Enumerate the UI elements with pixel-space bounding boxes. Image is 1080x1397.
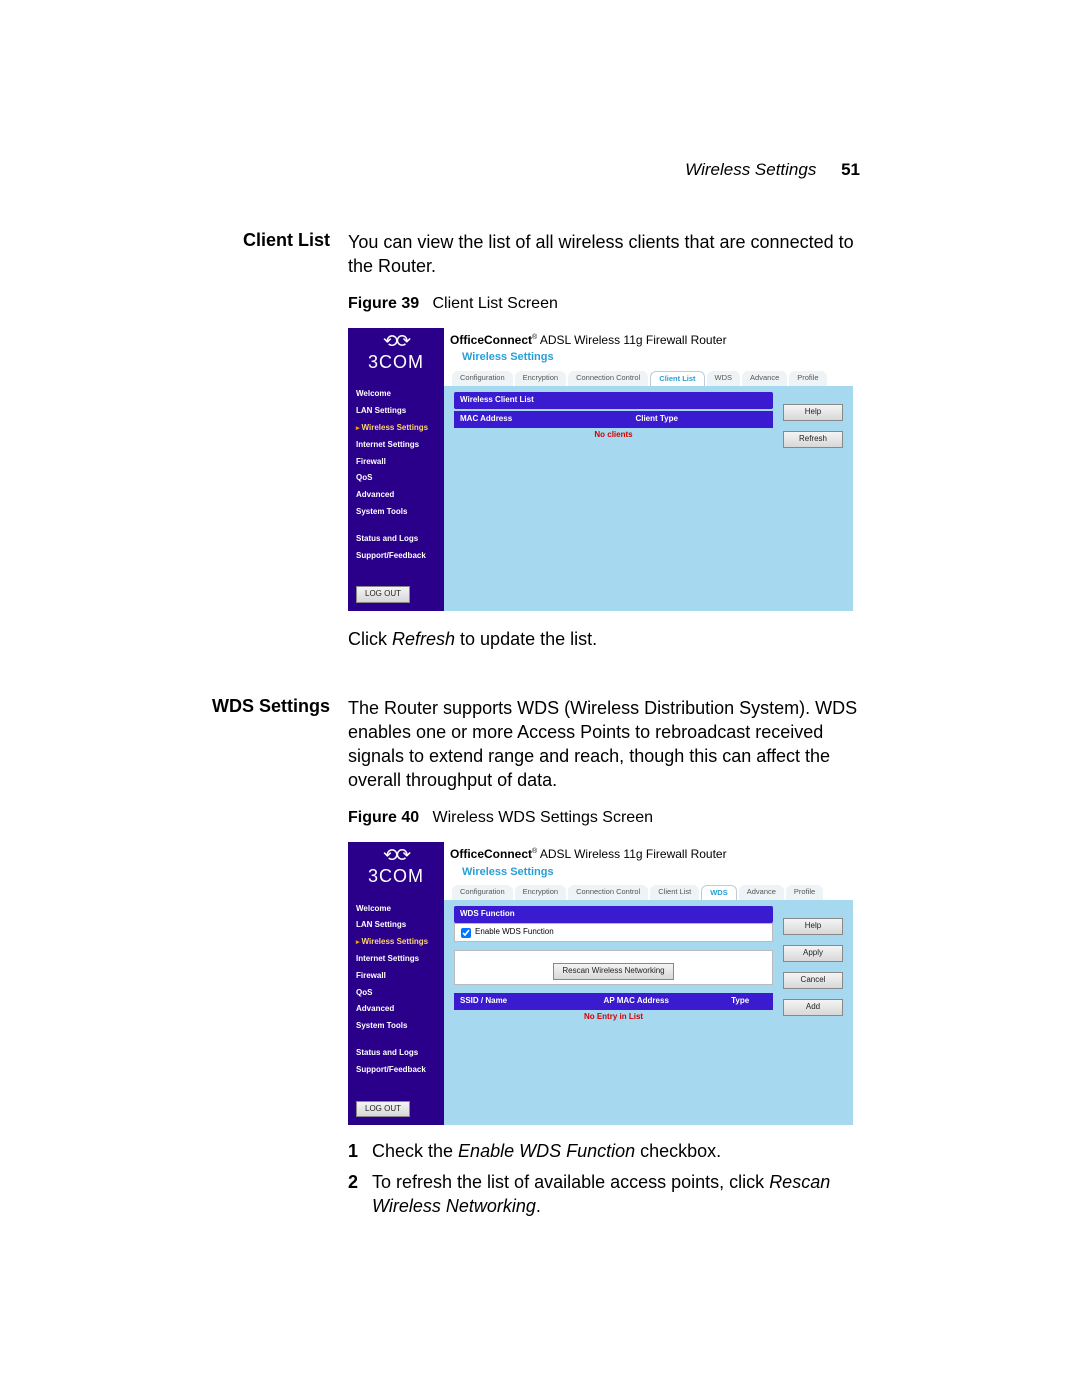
sidebar-item-advanced[interactable]: Advanced: [354, 487, 444, 504]
wds-function-header: WDS Function: [454, 906, 773, 923]
wds-table: SSID / Name AP MAC Address Type: [454, 993, 773, 1010]
running-head: Wireless Settings 51: [685, 160, 860, 180]
sidebar-item-status[interactable]: Status and Logs: [354, 1045, 444, 1062]
sidebar-item-lan[interactable]: LAN Settings: [354, 403, 444, 420]
sidebar-item-lan[interactable]: LAN Settings: [354, 917, 444, 934]
logo-area: ⟲⟳ 3COM: [348, 328, 444, 380]
tab-encryption[interactable]: Encryption: [515, 885, 566, 900]
rescan-button[interactable]: Rescan Wireless Networking: [553, 963, 673, 980]
click-refresh-note: Click Refresh to update the list.: [348, 627, 880, 651]
product-name: OfficeConnect: [450, 333, 532, 347]
sidebar-item-welcome[interactable]: Welcome: [354, 386, 444, 403]
enable-wds-row: Enable WDS Function: [454, 923, 773, 942]
client-list-screenshot: ⟲⟳ 3COM Welcome LAN Settings Wireless Se…: [348, 328, 853, 611]
sidebar-item-qos[interactable]: QoS: [354, 470, 444, 487]
tab-row: Configuration Encryption Connection Cont…: [444, 885, 853, 900]
product-desc: ADSL Wireless 11g Firewall Router: [540, 333, 727, 347]
tab-configuration[interactable]: Configuration: [452, 885, 513, 900]
client-list-intro: You can view the list of all wireless cl…: [348, 230, 880, 279]
sidebar-item-qos[interactable]: QoS: [354, 985, 444, 1002]
sidebar-item-advanced[interactable]: Advanced: [354, 1001, 444, 1018]
enable-wds-checkbox[interactable]: [461, 928, 471, 938]
enable-wds-label: Enable WDS Function: [475, 927, 554, 938]
figure-40-caption: Figure 40 Wireless WDS Settings Screen: [348, 807, 880, 829]
sidebar-item-status[interactable]: Status and Logs: [354, 531, 444, 548]
tab-client-list[interactable]: Client List: [650, 885, 699, 900]
col-ap-mac: AP MAC Address: [598, 993, 726, 1010]
wireless-client-list-header: Wireless Client List: [454, 392, 773, 409]
tab-connection-control[interactable]: Connection Control: [568, 371, 648, 386]
logo-swirl-icon: ⟲⟳: [348, 846, 444, 864]
help-button[interactable]: Help: [783, 404, 843, 421]
wds-steps: Check the Enable WDS Function checkbox. …: [348, 1139, 880, 1218]
section-client-list-label: Client List: [200, 230, 348, 666]
section-wds-label: WDS Settings: [200, 696, 348, 1225]
tab-advance[interactable]: Advance: [742, 371, 787, 386]
col-type: Type: [725, 993, 773, 1010]
col-mac-address: MAC Address: [454, 411, 629, 428]
tab-profile[interactable]: Profile: [786, 885, 823, 900]
client-list-table: MAC Address Client Type: [454, 411, 773, 428]
sidebar-item-support[interactable]: Support/Feedback: [354, 1062, 444, 1079]
wds-settings-screenshot: ⟲⟳ 3COM Welcome LAN Settings Wireless Se…: [348, 842, 853, 1125]
tab-row: Configuration Encryption Connection Cont…: [444, 371, 853, 386]
sidebar-item-welcome[interactable]: Welcome: [354, 901, 444, 918]
page-number: 51: [841, 160, 860, 179]
tab-advance[interactable]: Advance: [739, 885, 784, 900]
product-title: OfficeConnect® ADSL Wireless 11g Firewal…: [450, 846, 847, 862]
sidebar-item-support[interactable]: Support/Feedback: [354, 548, 444, 565]
running-head-title: Wireless Settings: [685, 160, 816, 179]
col-client-type: Client Type: [629, 411, 773, 428]
sidebar-item-internet[interactable]: Internet Settings: [354, 437, 444, 454]
figure-39-title: Client List Screen: [432, 295, 557, 312]
tab-client-list[interactable]: Client List: [650, 371, 704, 386]
product-name: OfficeConnect: [450, 847, 532, 861]
sidebar-item-internet[interactable]: Internet Settings: [354, 951, 444, 968]
step-2: To refresh the list of available access …: [348, 1170, 880, 1219]
brand-text: 3COM: [348, 350, 444, 374]
sidebar-item-wireless[interactable]: Wireless Settings: [354, 934, 444, 951]
sidebar-item-system[interactable]: System Tools: [354, 1018, 444, 1035]
page-subtitle: Wireless Settings: [450, 865, 847, 880]
sidebar-item-wireless[interactable]: Wireless Settings: [354, 420, 444, 437]
sidebar-item-firewall[interactable]: Firewall: [354, 968, 444, 985]
tab-wds[interactable]: WDS: [707, 371, 741, 386]
cancel-button[interactable]: Cancel: [783, 972, 843, 989]
figure-39-label: Figure 39: [348, 295, 419, 312]
logout-button[interactable]: LOG OUT: [356, 586, 410, 603]
page-subtitle: Wireless Settings: [450, 350, 847, 365]
figure-40-title: Wireless WDS Settings Screen: [432, 809, 653, 826]
sidebar-item-system[interactable]: System Tools: [354, 504, 444, 521]
no-entry-text: No Entry in List: [454, 1010, 773, 1029]
help-button[interactable]: Help: [783, 918, 843, 935]
tab-connection-control[interactable]: Connection Control: [568, 885, 648, 900]
sidebar-item-firewall[interactable]: Firewall: [354, 454, 444, 471]
tab-encryption[interactable]: Encryption: [515, 371, 566, 386]
step-1: Check the Enable WDS Function checkbox.: [348, 1139, 880, 1163]
figure-39-caption: Figure 39 Client List Screen: [348, 293, 880, 315]
logout-button[interactable]: LOG OUT: [356, 1101, 410, 1118]
product-title: OfficeConnect® ADSL Wireless 11g Firewal…: [450, 332, 847, 348]
brand-text: 3COM: [348, 864, 444, 888]
logo-area: ⟲⟳ 3COM: [348, 842, 444, 894]
tab-configuration[interactable]: Configuration: [452, 371, 513, 386]
figure-40-label: Figure 40: [348, 809, 419, 826]
wds-intro: The Router supports WDS (Wireless Distri…: [348, 696, 880, 793]
col-ssid: SSID / Name: [454, 993, 598, 1010]
refresh-button[interactable]: Refresh: [783, 431, 843, 448]
tab-wds[interactable]: WDS: [701, 885, 737, 900]
apply-button[interactable]: Apply: [783, 945, 843, 962]
add-button[interactable]: Add: [783, 999, 843, 1016]
product-desc: ADSL Wireless 11g Firewall Router: [540, 847, 727, 861]
no-clients-text: No clients: [454, 428, 773, 447]
logo-swirl-icon: ⟲⟳: [348, 332, 444, 350]
tab-profile[interactable]: Profile: [789, 371, 826, 386]
